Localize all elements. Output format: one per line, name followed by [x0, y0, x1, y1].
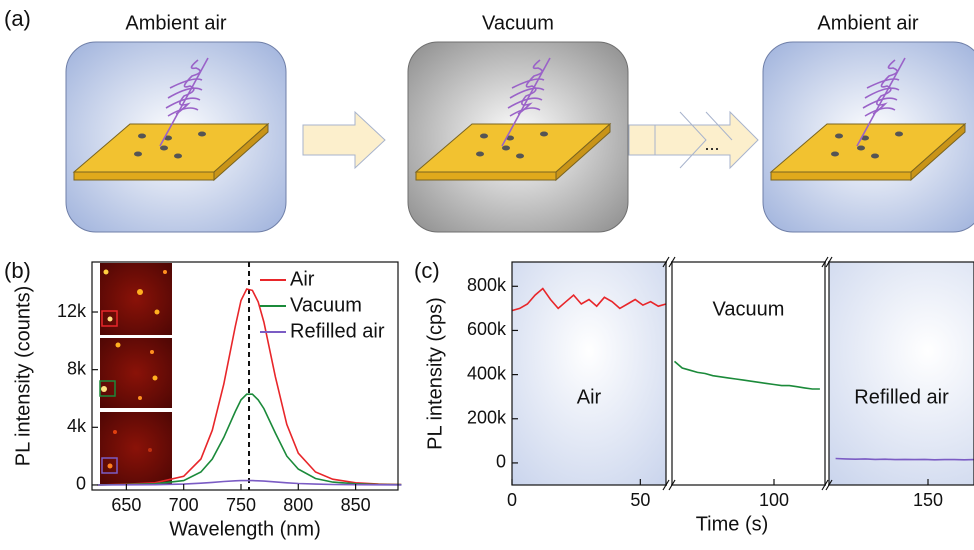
y-tick-label: 4k: [67, 416, 87, 436]
x-tick-label: 650: [111, 495, 141, 515]
series-line: [97, 479, 402, 486]
series-line: [673, 360, 820, 390]
segment-bg: [829, 262, 974, 485]
x-tick-label: 800: [283, 495, 313, 515]
arrow: [302, 110, 386, 170]
axis-break-gap: [667, 259, 671, 265]
x-axis-label: Wavelength (nm): [169, 518, 321, 540]
y-axis-label: PL intensity (cps): [424, 297, 446, 450]
x-axis-label: Time (s): [696, 513, 769, 535]
series-line: [97, 288, 402, 486]
x-tick-label: 0: [507, 490, 517, 510]
y-tick-label: 0: [496, 452, 506, 472]
y-tick-label: 400k: [467, 363, 507, 383]
series-line: [97, 393, 402, 486]
panel-label: (b): [4, 258, 31, 283]
y-tick-label: 12k: [57, 301, 87, 321]
axis-break-gap: [667, 482, 671, 488]
plot-frame: [511, 261, 974, 486]
x-tick-label: 150: [913, 490, 943, 510]
y-tick-label: 800k: [467, 275, 507, 295]
inset-images: [99, 263, 172, 484]
y-tick-label: 8k: [67, 358, 87, 378]
y-tick-label: 200k: [467, 408, 507, 428]
stage-title: Vacuum: [482, 12, 554, 34]
panel-label: (a): [4, 6, 31, 31]
x-tick-label: 50: [630, 490, 650, 510]
axis-break-gap: [826, 482, 828, 488]
x-tick-label: 100: [759, 490, 789, 510]
plot: [97, 262, 402, 490]
series-line: [835, 457, 974, 461]
arrow: [628, 110, 759, 170]
stage-title: Ambient air: [817, 12, 918, 34]
segment-label: Refilled air: [854, 386, 949, 408]
panel-label: (c): [414, 258, 440, 283]
stage-title: Ambient air: [125, 12, 226, 34]
axis-break-gap: [826, 259, 828, 265]
legend-label: Refilled air: [290, 320, 385, 342]
legend-label: Vacuum: [290, 294, 362, 316]
plot-frame: [91, 261, 399, 491]
x-tick-label: 750: [226, 495, 256, 515]
x-tick-label: 850: [341, 495, 371, 515]
segment-bg: [672, 262, 825, 485]
y-tick-label: 0: [76, 474, 86, 494]
arrow: [654, 111, 733, 169]
series-line: [512, 287, 667, 312]
y-axis-label: PL intensity (counts): [12, 286, 34, 466]
legend-label: Air: [290, 268, 315, 290]
segment-label: Vacuum: [713, 298, 785, 320]
segment-label: Air: [577, 386, 602, 408]
ellipsis: ...: [704, 134, 719, 154]
plot: Air Vacuum Refilled air: [512, 262, 974, 485]
x-tick-label: 700: [169, 495, 199, 515]
y-tick-label: 600k: [467, 319, 507, 339]
